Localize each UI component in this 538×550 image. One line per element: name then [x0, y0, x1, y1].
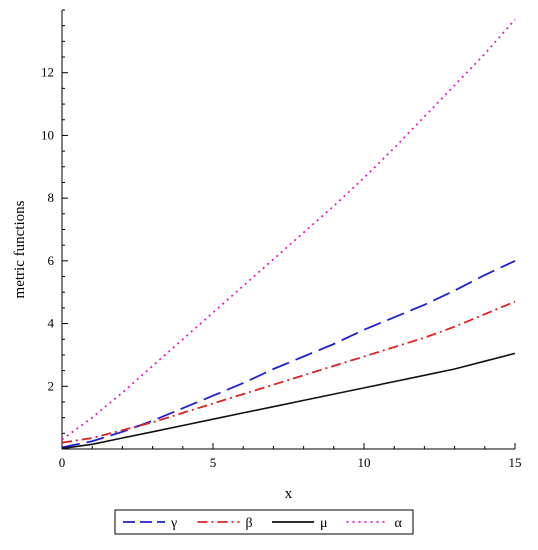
x-tick-label: 0 [59, 455, 66, 470]
series-line-0 [61, 260, 516, 449]
series-line-3 [61, 18, 516, 441]
y-tick-label: 4 [48, 316, 55, 331]
y-axis-title: metric functions [12, 200, 28, 298]
legend-label-0: γ [170, 516, 177, 531]
legend-label-3: α [395, 516, 403, 531]
series-line-2 [61, 352, 516, 450]
tick-marks: 0 5 10 15 2 4 6 8 10 12 [41, 9, 522, 470]
y-tick-label: 2 [48, 378, 55, 393]
y-tick-label: 6 [48, 253, 55, 268]
x-axis-title: x [285, 486, 293, 502]
x-tick-label: 15 [509, 455, 522, 470]
x-tick-label: 10 [358, 455, 371, 470]
y-tick-label: 8 [48, 190, 55, 205]
series-lines [61, 18, 516, 450]
y-tick-label: 10 [41, 127, 54, 142]
axes [61, 10, 515, 450]
series-line-1 [61, 300, 516, 444]
y-tick-label: 12 [41, 65, 54, 80]
legend-label-2: μ [320, 516, 328, 531]
x-tick-label: 5 [210, 455, 217, 470]
legend-label-1: β [246, 516, 253, 531]
